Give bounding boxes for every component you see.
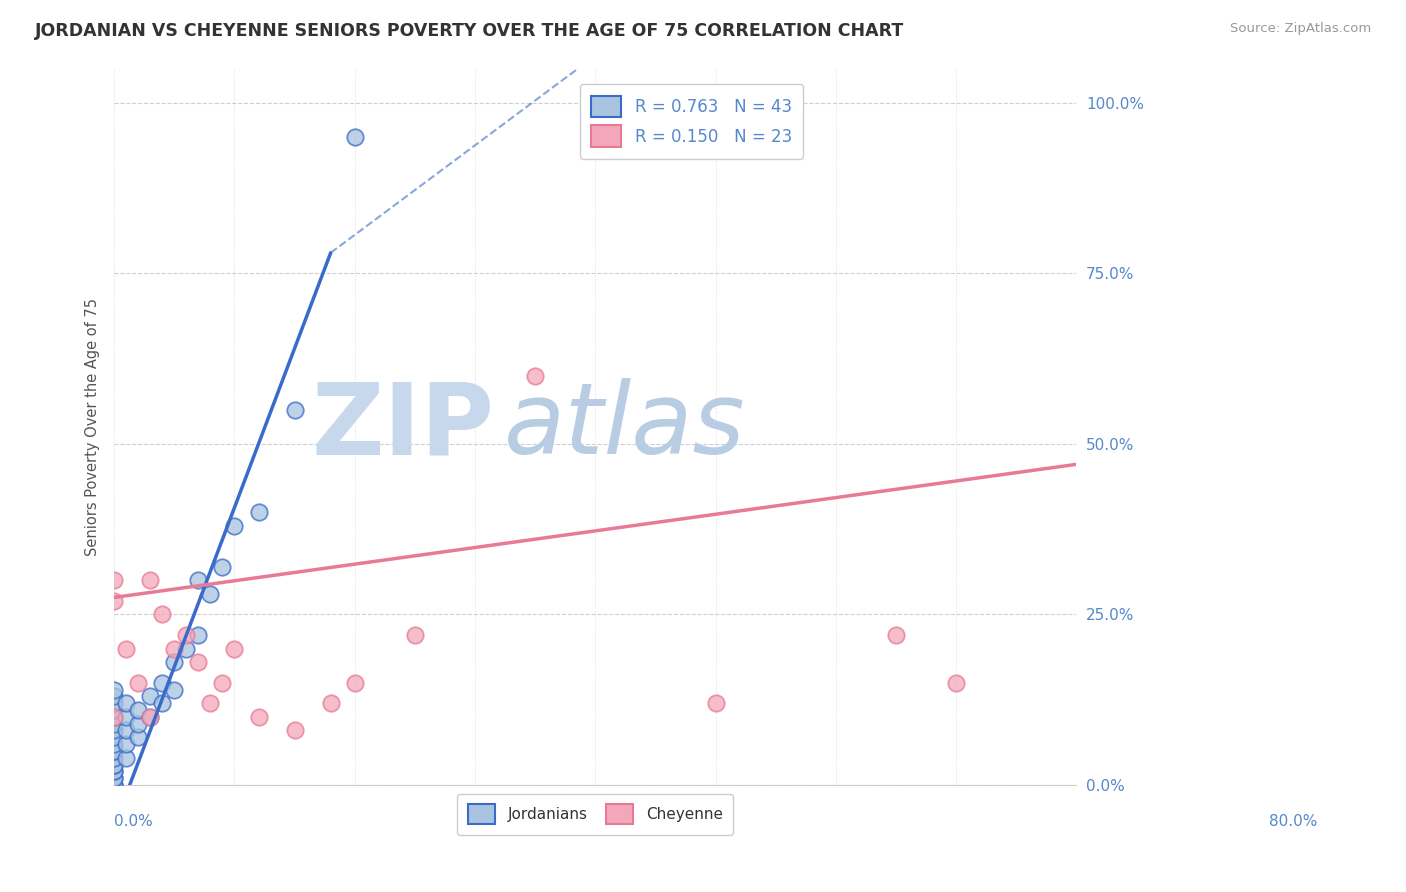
Legend: Jordanians, Cheyenne: Jordanians, Cheyenne [457,794,734,835]
Point [103,682,125,697]
Point [115,737,138,751]
Point [163,641,186,656]
Point [103,737,125,751]
Point [103,594,125,608]
Point [163,655,186,669]
Point [284,402,307,417]
Point [139,710,162,724]
Point [127,731,149,745]
Point [247,505,270,519]
Point [127,716,149,731]
Point [103,771,125,785]
Point [224,518,246,533]
Point [247,710,270,724]
Point [103,778,125,792]
Point [945,675,967,690]
Point [103,771,125,785]
Point [103,574,125,588]
Point [127,703,149,717]
Point [187,574,209,588]
Point [103,696,125,710]
Point [103,744,125,758]
Text: atlas: atlas [503,378,745,475]
Point [103,710,125,724]
Point [103,744,125,758]
Point [150,696,173,710]
Point [115,696,138,710]
Point [176,641,198,656]
Point [103,710,125,724]
Text: JORDANIAN VS CHEYENNE SENIORS POVERTY OVER THE AGE OF 75 CORRELATION CHART: JORDANIAN VS CHEYENNE SENIORS POVERTY OV… [35,22,904,40]
Point [115,751,138,765]
Point [103,757,125,772]
Point [284,723,307,738]
Point [187,655,209,669]
Point [115,710,138,724]
Point [103,764,125,779]
Point [139,574,162,588]
Point [884,628,907,642]
Point [200,696,222,710]
Point [404,628,426,642]
Point [211,559,233,574]
Text: 80.0%: 80.0% [1268,814,1317,829]
Text: Source: ZipAtlas.com: Source: ZipAtlas.com [1230,22,1371,36]
Point [115,723,138,738]
Point [127,675,149,690]
Point [103,703,125,717]
Point [103,723,125,738]
Point [103,778,125,792]
Point [187,628,209,642]
Y-axis label: Seniors Poverty Over the Age of 75: Seniors Poverty Over the Age of 75 [86,298,100,556]
Point [103,731,125,745]
Point [524,368,547,383]
Point [200,587,222,601]
Point [319,696,342,710]
Point [139,710,162,724]
Point [176,628,198,642]
Point [115,641,138,656]
Text: 0.0%: 0.0% [114,814,153,829]
Point [103,764,125,779]
Text: ZIP: ZIP [311,378,495,475]
Point [103,690,125,704]
Point [343,675,366,690]
Point [224,641,246,656]
Point [150,607,173,622]
Point [103,757,125,772]
Point [343,129,366,144]
Point [704,696,727,710]
Point [139,690,162,704]
Point [150,675,173,690]
Point [103,716,125,731]
Point [211,675,233,690]
Point [103,751,125,765]
Point [163,682,186,697]
